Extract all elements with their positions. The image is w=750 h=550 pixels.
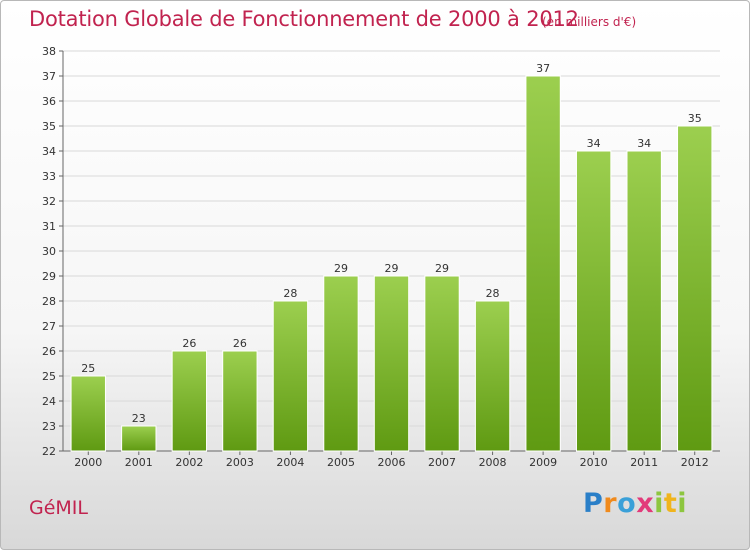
y-tick-label: 26 (42, 345, 56, 358)
data-label: 26 (182, 337, 196, 350)
y-tick-label: 23 (42, 420, 56, 433)
bar (272, 300, 309, 452)
data-label: 35 (688, 112, 702, 125)
x-tick-label: 2008 (479, 456, 507, 469)
data-label: 29 (385, 262, 399, 275)
y-tick-label: 22 (42, 445, 56, 458)
bar (373, 275, 410, 452)
chart-title: Dotation Globale de Fonctionnement de 20… (29, 7, 579, 31)
data-label: 29 (435, 262, 449, 275)
y-tick-label: 25 (42, 370, 56, 383)
proxiti-logo: Proxiti (583, 488, 687, 519)
logo-letter: o (617, 488, 637, 519)
y-tick-label: 33 (42, 170, 56, 183)
bar (626, 150, 662, 452)
x-tick-label: 2003 (226, 456, 254, 469)
data-label: 37 (536, 62, 550, 75)
labels: 22 23 24 25 26 27 28 29 30 31 32 33 34 35 36 37 38 25 2000… (42, 45, 709, 469)
chart-subtitle: (en milliers d'€) (542, 15, 637, 29)
data-label: 29 (334, 262, 348, 275)
data-label: 34 (637, 137, 651, 150)
logo-letter: x (636, 488, 655, 519)
bar (525, 75, 561, 452)
x-tick-label: 2011 (630, 456, 658, 469)
logo-letter: t (663, 488, 678, 519)
data-label: 25 (81, 362, 95, 375)
bar (474, 300, 511, 452)
data-label: 28 (486, 287, 500, 300)
x-tick-label: 2007 (428, 456, 456, 469)
bar (424, 275, 460, 452)
x-tick-label: 2000 (74, 456, 102, 469)
x-tick-label: 2005 (327, 456, 355, 469)
bar (575, 150, 612, 452)
logo-letter: i (654, 488, 664, 519)
data-label: 26 (233, 337, 247, 350)
x-tick-label: 2004 (276, 456, 304, 469)
y-tick-label: 38 (42, 45, 56, 58)
bar (323, 275, 359, 452)
bar (70, 375, 106, 452)
y-tick-label: 35 (42, 120, 56, 133)
logo-letter: r (603, 488, 618, 519)
data-label: 34 (587, 137, 601, 150)
x-tick-label: 2010 (580, 456, 608, 469)
data-label: 28 (283, 287, 297, 300)
y-tick-label: 32 (42, 195, 56, 208)
y-tick-label: 28 (42, 295, 56, 308)
bar (677, 125, 713, 452)
logo-letter: i (677, 488, 688, 519)
y-tick-label: 31 (42, 220, 56, 233)
x-tick-label: 2006 (378, 456, 406, 469)
y-tick-label: 27 (42, 320, 56, 333)
bar (222, 350, 258, 452)
y-tick-label: 30 (42, 245, 56, 258)
y-tick-label: 29 (42, 270, 56, 283)
data-label: 23 (132, 412, 146, 425)
bar (121, 425, 157, 452)
x-tick-label: 2009 (529, 456, 557, 469)
x-tick-label: 2001 (125, 456, 153, 469)
bars (70, 75, 713, 452)
x-tick-label: 2012 (681, 456, 709, 469)
bar (171, 350, 208, 452)
logo-letter: P (583, 488, 604, 519)
y-tick-label: 34 (42, 145, 56, 158)
x-tick-label: 2002 (175, 456, 203, 469)
y-tick-label: 36 (42, 95, 56, 108)
commune-name: GéMIL (29, 497, 88, 519)
y-tick-label: 24 (42, 395, 56, 408)
y-tick-label: 37 (42, 70, 56, 83)
